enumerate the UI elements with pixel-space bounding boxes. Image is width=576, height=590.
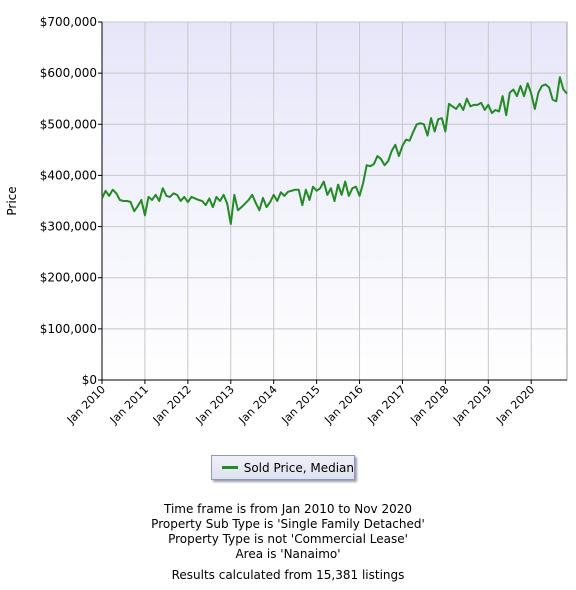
y-tick-label: $0 <box>82 373 97 387</box>
y-axis-ticks: $0 $100,000 $200,000 $300,000 $400,000 $500,0… <box>40 15 102 387</box>
x-tick-label: Jan 2017 <box>364 383 408 427</box>
x-tick-label: Jan 2018 <box>407 383 451 427</box>
y-tick-label: $500,000 <box>40 117 97 131</box>
y-tick-label: $400,000 <box>40 168 97 182</box>
y-tick-label: $200,000 <box>40 271 97 285</box>
series-layer <box>101 76 568 226</box>
y-tick-label: $700,000 <box>40 15 97 29</box>
legend: Sold Price, Median <box>211 455 355 480</box>
x-tick-label: Jan 2016 <box>321 383 365 427</box>
legend-swatch <box>222 466 238 469</box>
note-property-type: Property Type is not 'Commercial Lease' <box>168 532 408 546</box>
legend-label: Sold Price, Median <box>243 460 354 475</box>
note-area: Area is 'Nanaimo' <box>235 547 341 561</box>
y-axis-title: Price <box>5 186 19 215</box>
axes <box>101 22 567 381</box>
x-tick-label: Jan 2020 <box>493 383 537 427</box>
x-tick-label: Jan 2010 <box>64 383 108 427</box>
y-tick-label: $100,000 <box>40 322 97 336</box>
x-tick-label: Jan 2015 <box>279 383 323 427</box>
x-axis-ticks: Jan 2010 Jan 2011 Jan 2012 Jan 2013 Jan 2014… <box>64 380 537 427</box>
x-tick-label: Jan 2014 <box>236 383 280 427</box>
note-timeframe: Time frame is from Jan 2010 to Nov 2020 <box>163 502 413 516</box>
price-chart: $0 $100,000 $200,000 $300,000 $400,000 $500,0… <box>5 15 568 427</box>
results-count: Results calculated from 15,381 listings <box>171 568 405 582</box>
x-tick-label: Jan 2012 <box>150 383 194 427</box>
note-subtype: Property Sub Type is 'Single Family Deta… <box>151 517 425 531</box>
x-tick-label: Jan 2011 <box>107 383 151 427</box>
chart-notes: Time frame is from Jan 2010 to Nov 2020 … <box>0 502 576 562</box>
series-line-sold-price-median <box>101 76 568 226</box>
x-tick-label: Jan 2019 <box>450 383 494 427</box>
y-tick-label: $600,000 <box>40 66 97 80</box>
x-tick-label: Jan 2013 <box>193 383 237 427</box>
y-tick-label: $300,000 <box>40 220 97 234</box>
